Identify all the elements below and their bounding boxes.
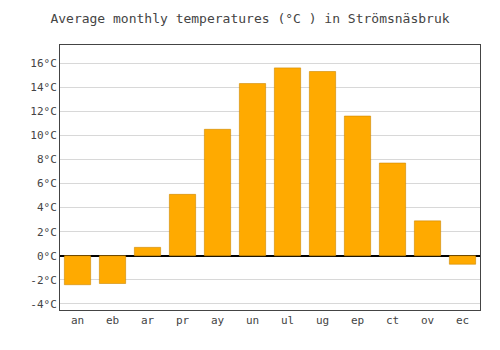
svg-text:pr: pr <box>176 314 190 327</box>
svg-text:ug: ug <box>316 314 329 327</box>
svg-text:un: un <box>246 314 259 327</box>
svg-text:16°C: 16°C <box>30 57 57 70</box>
svg-text:8°C: 8°C <box>37 153 57 166</box>
svg-text:eb: eb <box>106 314 119 327</box>
svg-text:ep: ep <box>351 314 364 327</box>
svg-text:2°C: 2°C <box>37 226 57 239</box>
svg-text:ar: ar <box>141 314 155 327</box>
svg-text:Average monthly temperatures (: Average monthly temperatures (°C ) in St… <box>50 11 449 26</box>
svg-text:10°C: 10°C <box>30 129 57 142</box>
svg-text:6°C: 6°C <box>37 177 57 190</box>
svg-text:ul: ul <box>281 314 294 327</box>
svg-text:-2°C: -2°C <box>30 274 57 287</box>
svg-text:12°C: 12°C <box>30 105 57 118</box>
svg-text:ov: ov <box>421 314 435 327</box>
svg-text:14°C: 14°C <box>30 81 57 94</box>
svg-text:ec: ec <box>456 314 469 327</box>
svg-text:an: an <box>71 314 84 327</box>
svg-text:0°C: 0°C <box>37 250 57 263</box>
svg-text:ay: ay <box>211 314 225 327</box>
svg-text:-4°C: -4°C <box>30 298 57 311</box>
svg-text:4°C: 4°C <box>37 201 57 214</box>
svg-text:ct: ct <box>386 314 399 327</box>
